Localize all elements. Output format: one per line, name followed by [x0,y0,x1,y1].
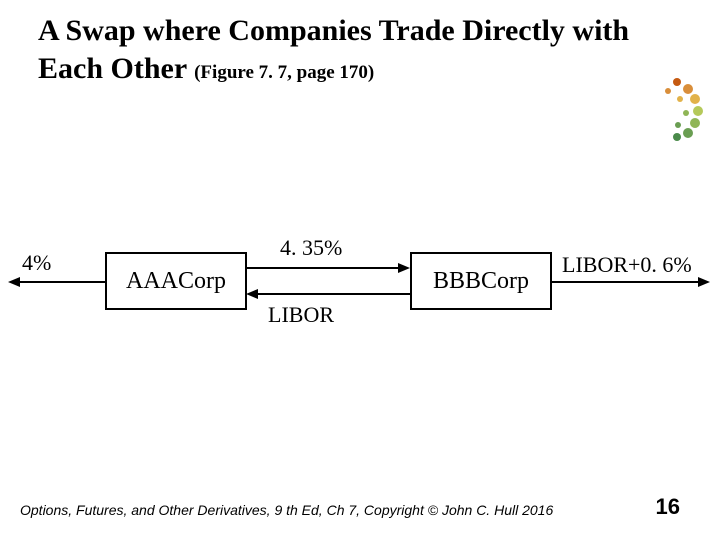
motif-dot [693,106,703,116]
motif-dot [690,94,700,104]
right-arrow-line [550,281,700,283]
motif-dot [675,122,681,128]
slide-title: A Swap where Companies Trade Directly wi… [38,12,638,87]
motif-dot [683,84,693,94]
footer-citation: Options, Futures, and Other Derivatives,… [20,502,553,518]
left-arrow-line [18,281,105,283]
company-box-bbb-label: BBBCorp [433,268,529,295]
top-mid-arrow-head [398,263,410,273]
company-box-bbb: BBBCorp [410,252,552,310]
company-box-aaa: AAACorp [105,252,247,310]
left-arrow-head [8,277,20,287]
motif-dot [677,96,683,102]
motif-dot [673,133,681,141]
left-rate-label: 4% [22,250,51,276]
right-rate-label: LIBOR+0. 6% [562,252,692,278]
page-number: 16 [656,494,680,520]
title-ref: (Figure 7. 7, page 170) [194,62,374,83]
right-arrow-head [698,277,710,287]
motif-dot [683,110,689,116]
bot-mid-arrow-head [246,289,258,299]
company-box-aaa-label: AAACorp [126,268,226,295]
motif-dot [665,88,671,94]
motif-dot [683,128,693,138]
bullet-motif-icon [635,70,705,140]
motif-dot [673,78,681,86]
top-rate-label: 4. 35% [280,235,342,261]
top-mid-arrow-line [245,267,400,269]
bottom-rate-label: LIBOR [268,302,334,328]
motif-dot [690,118,700,128]
bot-mid-arrow-line [257,293,410,295]
